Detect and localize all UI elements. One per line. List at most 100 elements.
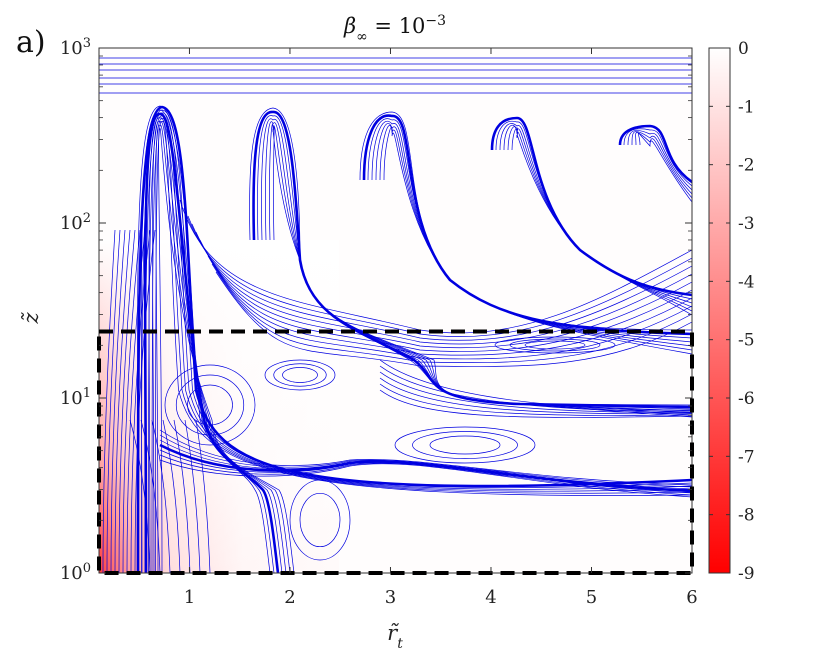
contour-line (141, 109, 692, 573)
contour-line (136, 105, 692, 573)
y-tick-label: 100 (60, 561, 91, 585)
y-tick-label: 103 (60, 36, 91, 60)
contour-line (215, 271, 692, 367)
contour-line (143, 112, 280, 573)
contour-line (495, 120, 692, 300)
contour-line (631, 131, 692, 195)
contour-line (140, 419, 161, 573)
contour-line (379, 125, 692, 351)
colorbar-tick-label: -4 (738, 272, 755, 292)
x-axis: 1 2 3 4 5 6 (184, 48, 698, 608)
colorbar-tick-label: -5 (738, 331, 755, 351)
contour-line (159, 454, 692, 496)
contour-line (118, 229, 136, 573)
contour-ellipse (524, 340, 586, 350)
contour-line (126, 229, 146, 573)
colorbar-tick-label: -2 (738, 156, 755, 176)
contour-line (379, 383, 692, 416)
contour-line (379, 389, 692, 418)
contour-line (159, 443, 692, 493)
contour-line (507, 126, 692, 312)
contour-line (159, 459, 692, 498)
x-tick-label: 6 (686, 587, 697, 608)
contour-line (195, 419, 211, 573)
contour-line (158, 128, 295, 573)
y-tick-label: 102 (60, 211, 91, 235)
contour-line (114, 229, 131, 573)
colorbar-tick-label: 0 (738, 39, 749, 59)
x-tick-label: 4 (485, 587, 496, 608)
contour-ellipse (264, 359, 336, 391)
colorbar-tick-label: -8 (738, 506, 755, 526)
chart-title: β∞ = 10−3 (343, 13, 446, 45)
colorbar-tick-label: -3 (738, 214, 755, 234)
contour-line (159, 434, 692, 488)
contour-line (130, 229, 151, 573)
y-axis: 100 101 102 103 (60, 36, 692, 585)
contour-line (272, 126, 692, 418)
contour-line (102, 229, 116, 573)
contour-line (379, 371, 692, 413)
contour-line (140, 109, 275, 573)
colorbar-ticks: 0 -1 -2 -3 -4 -5 -6 -7 -8 -9 (709, 39, 755, 584)
contour-line (173, 419, 191, 573)
y-axis-label: z̃ (19, 312, 43, 325)
contour-line (618, 124, 692, 184)
colorbar-tick-label: -1 (738, 97, 755, 117)
contour-ellipse (273, 363, 327, 387)
contour-field (99, 57, 692, 573)
contour-line (184, 419, 201, 573)
panel-label: a) (16, 25, 46, 60)
contour-lines (99, 57, 692, 573)
contour-line (195, 231, 692, 349)
contour-line (191, 223, 692, 345)
contour-ellipse (429, 435, 501, 455)
contour-line (379, 365, 692, 412)
contour-line (367, 118, 692, 339)
contour-line (187, 215, 692, 341)
colorbar-tick-label: -9 (738, 564, 755, 584)
contour-line (110, 229, 126, 573)
contour-line (106, 229, 121, 573)
contour-line (183, 207, 692, 337)
contour-line (134, 229, 156, 573)
contour-line (627, 130, 692, 191)
colorbar-tick-label: -7 (738, 447, 755, 467)
contour-ellipse (282, 367, 318, 383)
contour-ellipse (509, 338, 601, 352)
contour-line (122, 229, 141, 573)
contour-line (148, 115, 692, 573)
contour-ellipse (494, 336, 616, 354)
contour-line (148, 117, 283, 573)
contour-ellipse (394, 426, 536, 464)
contour-line (383, 127, 692, 355)
colorbar: 0 -1 -2 -3 -4 -5 -6 -7 -8 -9 (708, 39, 755, 584)
x-tick-label: 3 (385, 587, 396, 608)
x-axis-label: r̃t (387, 621, 403, 648)
contour-line (203, 247, 692, 356)
colorbar-tick-label: -6 (738, 389, 755, 409)
contour-line (371, 121, 692, 343)
contour-line (151, 419, 171, 573)
contour-line (129, 419, 151, 573)
contour-line (211, 263, 692, 364)
contour-ellipse (289, 479, 351, 561)
dashed-region-box (97, 329, 694, 576)
x-tick-label: 1 (184, 587, 195, 608)
contour-ellipse (299, 492, 341, 548)
contour-line (623, 128, 692, 187)
contour-line (637, 132, 692, 203)
contour-line (155, 124, 291, 573)
contour-line (159, 449, 692, 494)
contour-ellipse (175, 374, 245, 436)
plot-area: 1 2 3 4 5 6 100 101 102 103 (60, 36, 698, 609)
contour-ellipse (187, 384, 233, 426)
contour-line (199, 239, 692, 352)
contour-line (162, 419, 181, 573)
contour-line (499, 123, 692, 304)
contour-ellipse (412, 431, 518, 459)
contour-line (159, 429, 692, 486)
contour-line (379, 359, 692, 411)
colorbar-gradient (708, 47, 731, 574)
